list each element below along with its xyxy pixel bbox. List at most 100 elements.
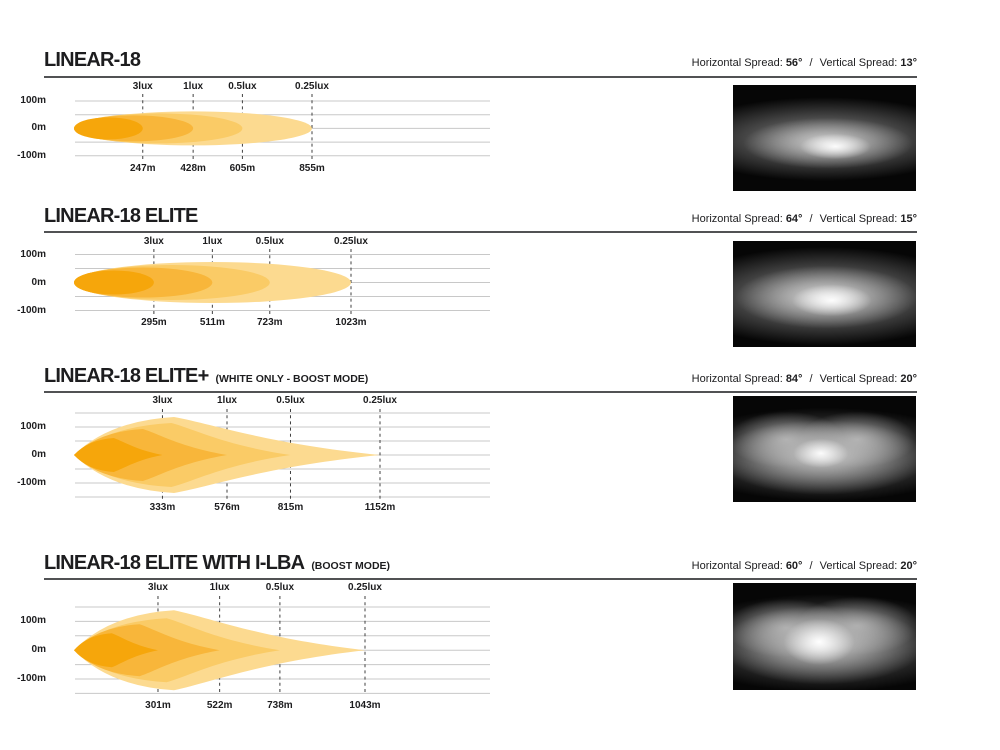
lux-level-label: 1lux: [183, 81, 204, 92]
section-heading-linear-18-elite: LINEAR-18 ELITE: [44, 206, 205, 226]
distance-label: 301m: [145, 700, 171, 711]
beam-band: [74, 624, 220, 677]
distance-label: 295m: [141, 317, 167, 328]
y-axis-tick-label: 0m: [31, 449, 46, 460]
vertical-spread-value: 20°: [900, 560, 917, 572]
distance-label: 576m: [214, 502, 240, 513]
spread-separator: /: [809, 373, 813, 385]
y-axis-tick-label: -100m: [17, 149, 46, 161]
lux-level-label: 0.25lux: [363, 395, 397, 406]
lux-level-label: 1lux: [216, 395, 237, 406]
y-axis-tick-label: 100m: [20, 421, 46, 432]
beam-band: [74, 111, 312, 146]
vertical-spread-label: Vertical Spread:: [819, 373, 898, 385]
vertical-spread-label: Vertical Spread:: [819, 213, 898, 225]
distance-label: 723m: [256, 317, 283, 328]
lux-level-label: 0.25lux: [334, 236, 368, 247]
horizontal-spread-value: 60°: [785, 560, 803, 572]
y-axis-tick-label: -100m: [17, 304, 46, 316]
beam-band: [74, 618, 280, 683]
horizontal-spread-value: 64°: [785, 213, 803, 225]
distance-label: 605m: [229, 163, 256, 174]
beam-band: [74, 117, 143, 140]
y-axis-tick-label: 100m: [20, 95, 46, 106]
distance-label: 1152m: [364, 502, 396, 513]
section-divider: [44, 76, 917, 78]
beam-pattern-image: [733, 583, 916, 690]
distance-label: 511m: [199, 317, 225, 328]
lux-level-label: 0.25lux: [295, 81, 329, 92]
beam-band: [74, 423, 291, 487]
section-divider: [44, 578, 917, 580]
y-axis-tick-label: -100m: [17, 673, 46, 684]
y-axis-tick-label: 0m: [31, 276, 46, 288]
beam-pattern-image: [733, 396, 916, 502]
section-heading-linear-18-elite-ilba: LINEAR-18 ELITE WITH I-LBA (BOOST MODE): [44, 553, 390, 573]
beam-band: [74, 610, 365, 691]
horizontal-spread-value: 84°: [785, 373, 803, 385]
section-divider: [44, 391, 917, 393]
lux-level-label: 3lux: [143, 236, 164, 247]
beam-band: [74, 417, 380, 493]
beam-band: [74, 633, 158, 668]
beam-band: [74, 270, 154, 295]
vertical-spread-value: 20°: [900, 373, 917, 385]
spread-separator: /: [809, 213, 813, 225]
beam-band: [74, 429, 227, 481]
lux-level-label: 0.5lux: [255, 236, 284, 247]
y-axis-tick-label: 0m: [31, 122, 46, 134]
lux-level-label: 0.5lux: [265, 582, 295, 593]
distance-label: 1043m: [349, 700, 381, 711]
section-heading-linear-18: LINEAR-18: [44, 50, 147, 70]
distance-label: 333m: [149, 502, 176, 513]
section-title: LINEAR-18: [44, 49, 141, 71]
spread-info: Horizontal Spread: 84° / Vertical Spread…: [500, 373, 917, 385]
beam-pattern-image: [733, 85, 916, 191]
horizontal-spread-label: Horizontal Spread:: [691, 373, 783, 385]
horizontal-spread-label: Horizontal Spread:: [691, 57, 783, 69]
distance-label: 247m: [129, 163, 156, 174]
vertical-spread-value: 13°: [900, 57, 917, 69]
beam-band: [74, 438, 163, 472]
lux-level-label: 3lux: [147, 582, 168, 593]
distance-label: 855m: [299, 163, 325, 174]
y-axis-tick-label: 0m: [31, 644, 46, 656]
beam-band: [74, 267, 213, 298]
lux-level-label: 1lux: [202, 236, 223, 247]
section-heading-linear-18-elite-plus: LINEAR-18 ELITE+ (WHITE ONLY - BOOST MOD…: [44, 366, 368, 386]
vertical-spread-value: 15°: [900, 213, 917, 225]
distance-label: 428m: [180, 163, 206, 174]
section-divider: [44, 231, 917, 233]
beam-band: [74, 113, 243, 144]
distance-label: 738m: [267, 700, 293, 711]
distance-label: 522m: [206, 700, 233, 711]
lux-level-label: 3lux: [132, 81, 153, 92]
horizontal-spread-label: Horizontal Spread:: [691, 213, 783, 225]
section-subtitle: (BOOST MODE): [311, 560, 391, 572]
section-title: LINEAR-18 ELITE: [44, 205, 198, 227]
horizontal-spread-value: 56°: [785, 57, 803, 69]
spread-info: Horizontal Spread: 56° / Vertical Spread…: [500, 57, 917, 69]
beam-band: [74, 115, 194, 142]
section-title: LINEAR-18 ELITE WITH I-LBA: [44, 552, 305, 574]
horizontal-spread-label: Horizontal Spread:: [691, 560, 783, 572]
spread-info: Horizontal Spread: 64° / Vertical Spread…: [500, 213, 917, 225]
vertical-spread-label: Vertical Spread:: [819, 560, 898, 572]
spread-info: Horizontal Spread: 60° / Vertical Spread…: [500, 560, 917, 572]
y-axis-tick-label: 100m: [20, 615, 46, 627]
lux-level-label: 0.5lux: [276, 395, 305, 406]
lux-level-label: 0.5lux: [228, 81, 257, 92]
spread-separator: /: [809, 560, 813, 572]
vertical-spread-label: Vertical Spread:: [819, 57, 898, 69]
lux-level-label: 0.25lux: [348, 582, 382, 593]
section-title: LINEAR-18 ELITE+: [44, 365, 209, 387]
lux-level-label: 1lux: [209, 582, 230, 593]
beam-pattern-image: [733, 241, 916, 347]
spread-separator: /: [809, 57, 813, 69]
y-axis-tick-label: 100m: [20, 248, 46, 260]
beam-band: [74, 265, 270, 300]
beam-band: [74, 262, 351, 303]
section-subtitle: (WHITE ONLY - BOOST MODE): [215, 373, 369, 385]
distance-label: 1023m: [335, 317, 367, 328]
